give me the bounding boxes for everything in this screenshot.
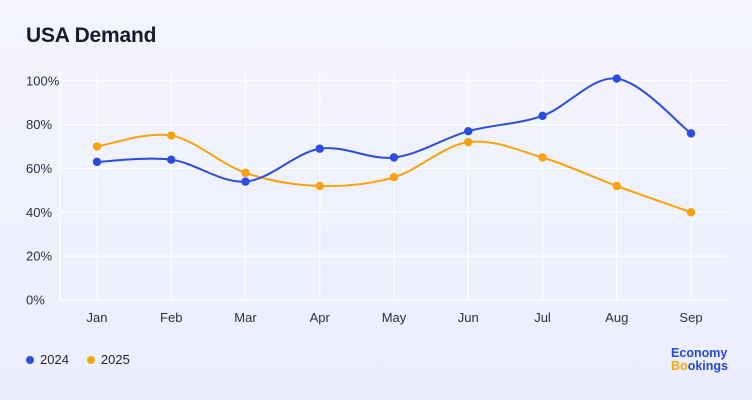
x-tick-label: Sep — [679, 310, 702, 325]
data-point-2024-aug — [612, 74, 621, 83]
data-point-2025-aug — [612, 181, 621, 191]
data-point-2025-jan — [92, 142, 102, 151]
legend-label-2024: 2024 — [40, 352, 69, 367]
data-point-2025-may — [389, 173, 399, 182]
x-tick-label: May — [382, 310, 407, 325]
data-point-2025-jun — [464, 137, 473, 147]
legend-item-2024[interactable]: 2024 — [26, 352, 69, 367]
data-point-2025-feb — [167, 131, 176, 140]
y-tick-label: 20% — [26, 249, 52, 264]
data-point-2024-jul — [538, 111, 547, 121]
x-tick-label: Jul — [534, 310, 551, 325]
y-tick-label: 60% — [26, 161, 52, 176]
data-point-2024-jun — [464, 126, 473, 136]
x-tick-label: Apr — [310, 310, 331, 325]
data-point-2024-jan — [92, 157, 102, 167]
data-point-2024-feb — [167, 155, 176, 164]
chart-title: USA Demand — [26, 24, 157, 47]
brand-rest: okings — [687, 359, 728, 373]
x-tick-label: Jun — [458, 310, 479, 325]
legend-label-2025: 2025 — [100, 352, 130, 367]
brand-line-1: Economy — [671, 346, 728, 360]
legend-marker-2025 — [86, 355, 95, 364]
brand-accent: Bo — [671, 359, 688, 373]
legend: 2024 2025 — [26, 352, 130, 367]
legend-item-2025[interactable]: 2025 — [86, 352, 130, 367]
y-tick-label: 40% — [26, 205, 52, 220]
x-tick-label: Aug — [605, 310, 628, 325]
brand-line-2: Bookings — [671, 360, 728, 373]
y-tick-label: 80% — [26, 117, 52, 132]
legend-marker-2024 — [26, 355, 34, 364]
y-tick-label: 100% — [26, 73, 60, 88]
y-tick-label: 0% — [26, 293, 45, 308]
brand-logo: Economy Bookings — [671, 347, 728, 373]
x-tick-label: Feb — [160, 310, 182, 325]
data-point-2025-apr — [315, 181, 324, 191]
data-point-2024-sep — [686, 129, 696, 138]
data-point-2025-mar — [241, 168, 250, 178]
data-point-2024-apr — [315, 144, 324, 153]
data-point-2024-may — [389, 153, 399, 162]
data-point-2025-jul — [538, 153, 547, 162]
x-tick-label: Jan — [87, 310, 108, 325]
data-point-2025-sep — [686, 208, 696, 217]
data-point-2024-mar — [241, 177, 250, 186]
x-tick-label: Mar — [234, 310, 257, 325]
